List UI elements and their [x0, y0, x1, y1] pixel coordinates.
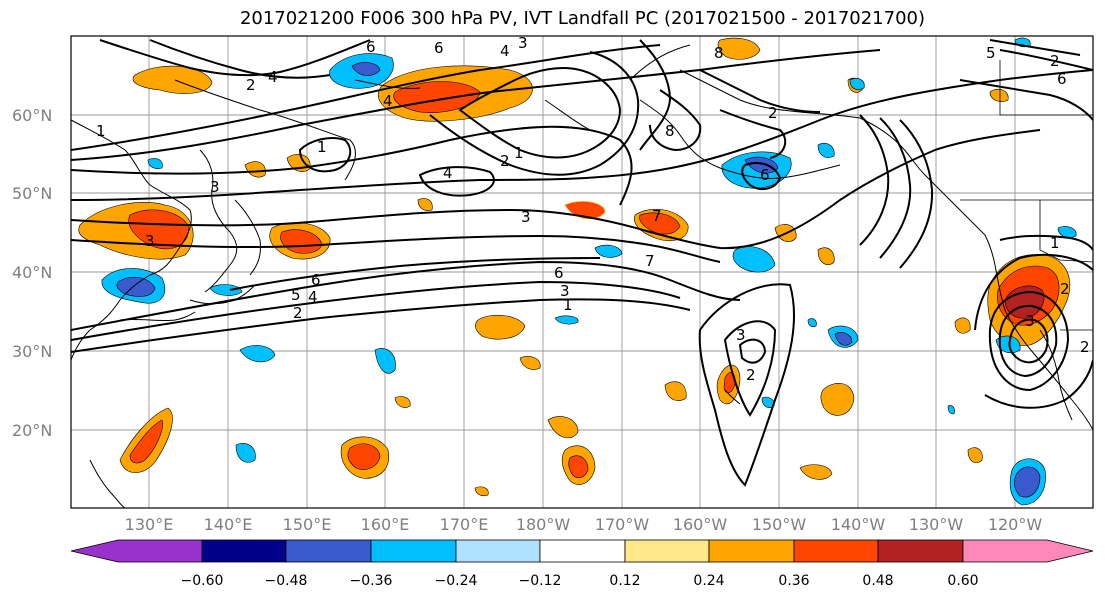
colorbar-segment — [877, 539, 964, 563]
contour-label: 2 — [293, 304, 303, 322]
longitude-labels: 130°E 140°E 150°E 160°E 170°E 180°W 170°… — [125, 515, 1043, 534]
contour-label: 6 — [760, 166, 770, 184]
lon-label: 170°W — [595, 515, 650, 534]
contour-label: 3 — [521, 208, 531, 226]
contour-label: 7 — [645, 252, 655, 270]
colorbar-segment — [455, 539, 541, 563]
chart-title: 2017021200 F006 300 hPa PV, IVT Landfall… — [239, 8, 926, 29]
contour-label: 3 — [518, 34, 528, 52]
lat-label: 30°N — [12, 342, 52, 361]
colorbar-segment — [370, 539, 457, 563]
lat-label: 50°N — [12, 184, 52, 203]
contour-label: 6 — [311, 271, 321, 289]
contour-label: 6 — [366, 38, 376, 56]
contour-label: 6 — [1057, 70, 1067, 88]
contour-label: 3 — [145, 232, 155, 250]
colorbar — [70, 539, 1094, 563]
contour-label: 6 — [554, 264, 564, 282]
contour-label: 6 — [434, 39, 444, 57]
contour-label: 8 — [665, 122, 675, 140]
contour-label: 3 — [736, 326, 746, 344]
colorbar-segment — [962, 539, 1094, 563]
contour-label: 4 — [443, 164, 453, 182]
contour-label: 8 — [714, 44, 724, 62]
colorbar-segment — [793, 539, 879, 563]
latitude-labels: 60°N 50°N 40°N 30°N 20°N — [12, 106, 52, 440]
negative-pv-patches — [101, 37, 1077, 506]
colorbar-tick: 0.48 — [862, 573, 893, 589]
colorbar-tick: 0.24 — [693, 573, 724, 589]
contour-label: 1 — [563, 296, 573, 314]
contour-label: 3 — [210, 178, 220, 196]
colorbar-tick: 0.36 — [778, 573, 809, 589]
lat-label: 20°N — [12, 421, 52, 440]
colorbar-tick: −0.60 — [181, 573, 224, 589]
colorbar-tick: 0.12 — [609, 573, 640, 589]
contour-label: 4 — [308, 288, 318, 306]
lat-label: 40°N — [12, 263, 52, 282]
contour-label: 2 — [768, 104, 778, 122]
contour-label: 1 — [317, 138, 327, 156]
lon-label: 180°W — [516, 515, 571, 534]
lon-label: 140°E — [204, 515, 253, 534]
colorbar-segment — [70, 539, 203, 563]
contour-label: 5 — [986, 44, 996, 62]
colorbar-segment — [539, 539, 626, 563]
contour-label: 5 — [291, 286, 301, 304]
colorbar-tick: −0.36 — [350, 573, 393, 589]
colorbar-segment — [708, 539, 795, 563]
colorbar-tick: −0.12 — [519, 573, 562, 589]
ivt-contours — [71, 39, 1093, 487]
colorbar-segment — [201, 539, 287, 563]
contour-label: 2 — [1050, 52, 1060, 70]
colorbar-tick-labels: −0.60 −0.48 −0.36 −0.24 −0.12 0.12 0.24 … — [181, 573, 979, 589]
contour-label: 1 — [514, 144, 524, 162]
colorbar-segment — [624, 539, 710, 563]
lon-label: 150°W — [752, 515, 807, 534]
contour-label-layer: 6 6 4 3 8 8 7 4 4 1 1 1 2 4 3 2 2 3 3 3 … — [96, 34, 1090, 384]
lon-label: 170°E — [440, 515, 489, 534]
lon-label: 120°W — [988, 515, 1043, 534]
contour-label: 3 — [1025, 312, 1035, 330]
contour-label: 2 — [500, 152, 510, 170]
colorbar-segment — [285, 539, 372, 563]
contour-label: 2 — [1080, 338, 1090, 356]
contour-label: 2 — [746, 366, 756, 384]
lon-label: 130°W — [909, 515, 964, 534]
map-frame — [70, 35, 1094, 509]
contour-label: 1 — [96, 122, 106, 140]
colorbar-tick: −0.24 — [435, 573, 478, 589]
contour-label: 4 — [268, 68, 278, 86]
lon-label: 130°E — [125, 515, 174, 534]
contour-label: 3 — [560, 282, 570, 300]
contour-label: 4 — [500, 42, 510, 60]
contour-label: 1 — [1050, 234, 1060, 252]
lat-label: 60°N — [12, 106, 52, 125]
colorbar-tick: −0.48 — [265, 573, 308, 589]
contour-label: 2 — [246, 76, 256, 94]
contour-label: 7 — [652, 207, 662, 225]
lon-label: 150°E — [283, 515, 332, 534]
contour-label: 2 — [1060, 280, 1070, 298]
colorbar-tick: 0.60 — [947, 573, 978, 589]
lon-label: 160°E — [361, 515, 410, 534]
lon-label: 160°W — [673, 515, 728, 534]
lon-label: 140°W — [831, 515, 886, 534]
contour-label: 4 — [383, 92, 393, 110]
